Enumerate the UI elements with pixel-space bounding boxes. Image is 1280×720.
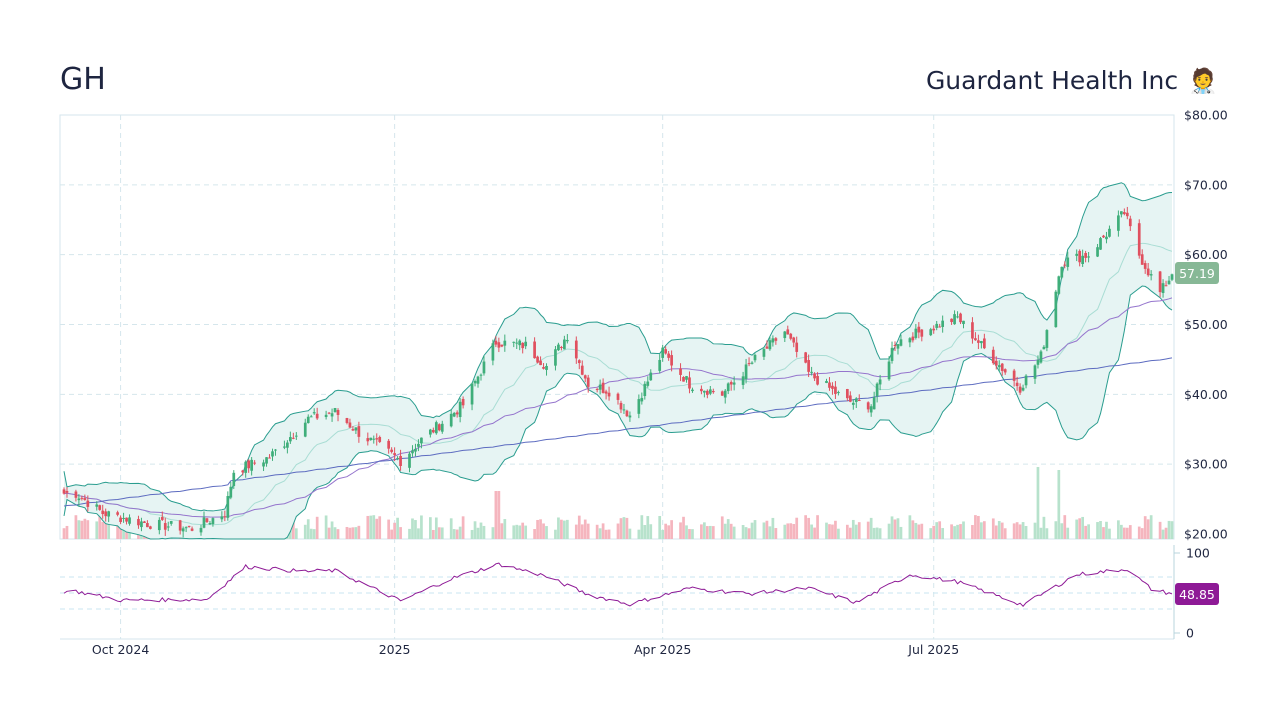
date-axis-labels: Oct 2024 2025 Apr 2025 Jul 2025: [92, 642, 959, 657]
ticker-symbol: GH: [60, 62, 106, 97]
rsi-panel: [63, 562, 1173, 607]
rsi-tick-label: 100: [1186, 546, 1210, 561]
candlesticks: [62, 206, 1174, 538]
company-name: Guardant Health Inc: [925, 66, 1179, 95]
last-rsi-badge: 48.85: [1179, 587, 1215, 602]
price-tick-label: $80.00: [1184, 108, 1228, 123]
date-tick-label: Oct 2024: [92, 642, 149, 657]
bollinger-bands: [63, 182, 1173, 540]
rsi-tick-label: 0: [1186, 626, 1194, 641]
company-name-header: Guardant Health Inc 🧑‍⚕️: [926, 66, 1218, 95]
axes: [1173, 115, 1180, 639]
price-tick-label: $50.00: [1184, 317, 1228, 332]
moving-averages: [63, 297, 1173, 518]
price-tick-label: $60.00: [1184, 247, 1228, 262]
date-tick-label: 2025: [379, 642, 411, 657]
value-badges: 57.19 48.85: [1175, 262, 1219, 605]
last-price-badge: 57.19: [1179, 266, 1215, 281]
date-tick-label: Jul 2025: [907, 642, 959, 657]
price-tick-label: $20.00: [1184, 527, 1228, 542]
price-tick-label: $70.00: [1184, 177, 1228, 192]
date-tick-label: Apr 2025: [634, 642, 691, 657]
price-tick-label: $40.00: [1184, 387, 1228, 402]
price-tick-label: $30.00: [1184, 457, 1228, 472]
health-worker-icon: 🧑‍⚕️: [1188, 66, 1218, 95]
price-axis-labels: $80.00 $70.00 $60.00 $50.00 $40.00 $30.00 $20.…: [1184, 108, 1228, 641]
